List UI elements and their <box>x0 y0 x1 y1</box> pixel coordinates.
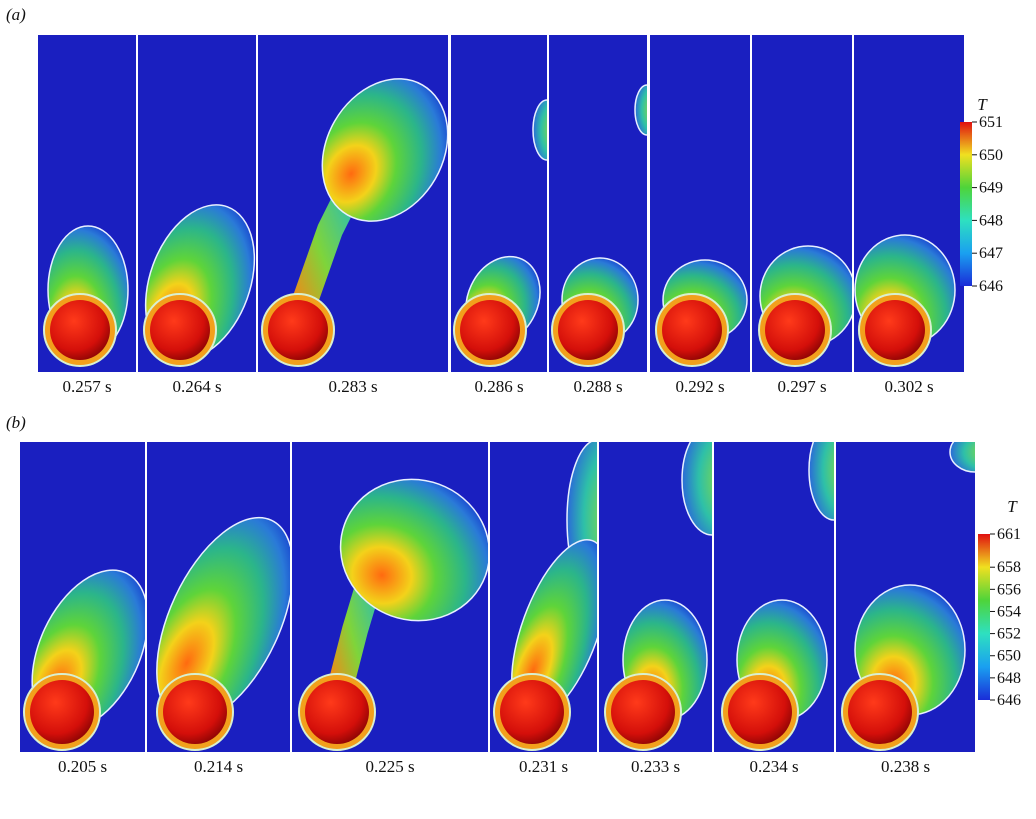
detached-bubble <box>949 442 975 473</box>
colorbar-tick-label: 654 <box>997 603 1021 620</box>
time-label: 0.231 s <box>519 757 568 776</box>
snapshot <box>147 442 290 752</box>
time-label: 0.234 s <box>749 757 798 776</box>
heated-sphere <box>865 300 925 360</box>
detached-bubble <box>681 442 712 536</box>
time-label: 0.214 s <box>194 757 243 776</box>
snapshot <box>138 35 256 372</box>
colorbar-title: T <box>1007 497 1018 516</box>
snapshot <box>490 442 597 752</box>
time-label: 0.233 s <box>631 757 680 776</box>
snapshot <box>599 442 712 752</box>
snapshot <box>752 35 852 372</box>
colorbar-tick-label: 648 <box>997 670 1021 687</box>
colorbar-tick-label: 648 <box>979 212 1003 229</box>
detached-bubble <box>634 84 647 136</box>
time-label: 0.283 s <box>328 377 377 396</box>
colorbar-tick-label: 658 <box>997 559 1021 576</box>
time-label: 0.292 s <box>675 377 724 396</box>
colorbar-tick-label: 646 <box>997 692 1021 709</box>
colorbar-tick-label: 661 <box>997 526 1021 543</box>
heated-sphere <box>163 680 227 744</box>
time-label: 0.205 s <box>58 757 107 776</box>
colorbar-tick-label: 651 <box>979 114 1003 131</box>
time-label: 0.257 s <box>62 377 111 396</box>
snapshot <box>292 442 488 752</box>
snapshot <box>451 35 547 372</box>
colorbar <box>960 122 972 286</box>
colorbar-tick-label: 647 <box>979 245 1003 262</box>
panel-label: (a) <box>6 5 26 24</box>
colorbar-tick-label: 650 <box>997 648 1021 665</box>
heated-sphere <box>30 680 94 744</box>
heated-sphere <box>662 300 722 360</box>
heated-sphere <box>50 300 110 360</box>
colorbar-tick-label: 646 <box>979 278 1003 295</box>
snapshot <box>20 442 145 752</box>
colorbar-title: T <box>977 95 988 114</box>
heated-sphere <box>611 680 675 744</box>
vapour-bubble <box>339 478 488 622</box>
colorbar <box>978 534 990 700</box>
heated-sphere <box>500 680 564 744</box>
time-label: 0.288 s <box>573 377 622 396</box>
panel-label: (b) <box>6 413 26 432</box>
heated-sphere <box>268 300 328 360</box>
snapshot <box>714 442 834 752</box>
time-label: 0.302 s <box>884 377 933 396</box>
detached-bubble <box>532 99 547 161</box>
colorbar-tick-label: 656 <box>997 581 1021 598</box>
snapshot <box>549 35 647 372</box>
time-label: 0.286 s <box>474 377 523 396</box>
heated-sphere <box>848 680 912 744</box>
colorbar-tick-label: 650 <box>979 147 1003 164</box>
heated-sphere <box>150 300 210 360</box>
snapshot <box>258 35 448 372</box>
heated-sphere <box>305 680 369 744</box>
time-label: 0.297 s <box>777 377 826 396</box>
heated-sphere <box>765 300 825 360</box>
snapshot <box>854 35 964 372</box>
vapour-bubble <box>321 78 448 222</box>
time-label: 0.238 s <box>881 757 930 776</box>
time-label: 0.225 s <box>365 757 414 776</box>
heated-sphere <box>558 300 618 360</box>
detached-bubble <box>808 442 834 521</box>
snapshot <box>836 442 975 752</box>
colorbar-tick-label: 649 <box>979 180 1003 197</box>
heated-sphere <box>460 300 520 360</box>
snapshot <box>650 35 750 372</box>
heated-sphere <box>728 680 792 744</box>
time-label: 0.264 s <box>172 377 221 396</box>
snapshot <box>38 35 136 372</box>
colorbar-tick-label: 652 <box>997 626 1021 643</box>
